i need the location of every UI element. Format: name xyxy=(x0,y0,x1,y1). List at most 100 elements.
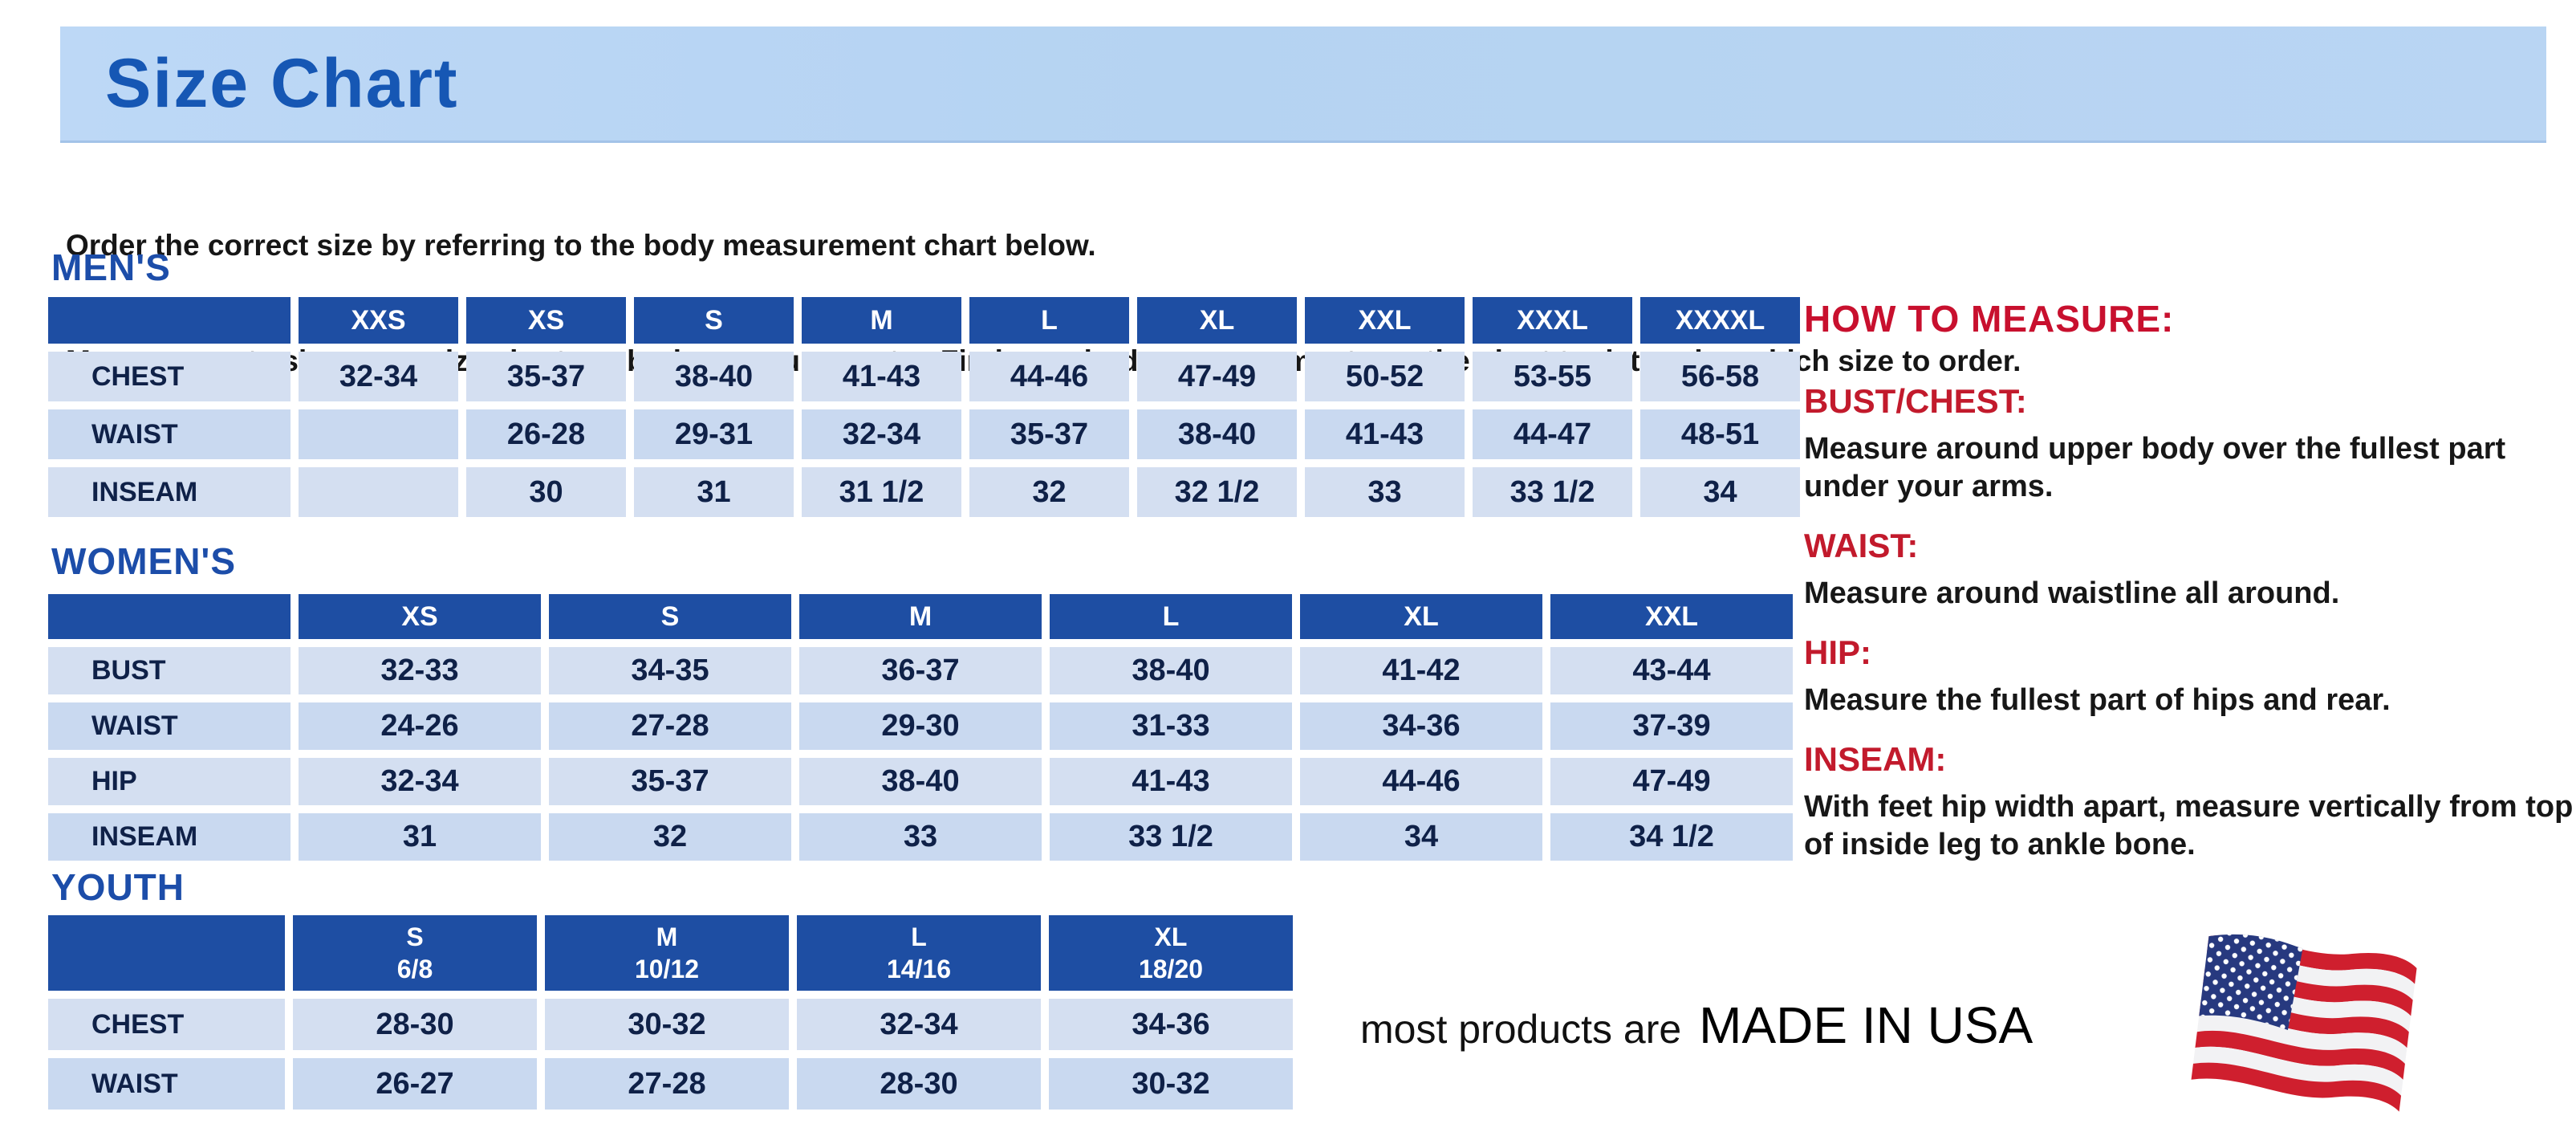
howto-item-label: INSEAM: xyxy=(1804,740,1947,778)
section-label-womens: WOMEN'S xyxy=(51,540,237,582)
howto-item-text: Measure the fullest part of hips and rea… xyxy=(1804,683,2391,717)
measurement-cell: 41-43 xyxy=(1050,758,1292,805)
table-row: CHEST 28-30 30-32 32-34 34-36 xyxy=(48,999,1293,1050)
row-label: CHEST xyxy=(48,999,285,1050)
size-column-header: XXXXL xyxy=(1640,297,1800,344)
corner-cell xyxy=(48,915,285,991)
measurement-cell: 32 xyxy=(969,467,1129,517)
measurement-cell: 26-28 xyxy=(466,409,626,459)
row-label: INSEAM xyxy=(48,813,291,861)
measurement-cell: 34 1/2 xyxy=(1550,813,1793,861)
measurement-cell: 38-40 xyxy=(799,758,1042,805)
size-header-row: S 6/8 M 10/12 L 14/16 XL 18/20 xyxy=(48,915,1293,991)
measurement-cell: 31 1/2 xyxy=(802,467,961,517)
howto-item-text: Measure around waistline all around. xyxy=(1804,576,2340,610)
youth-size-table: S 6/8 M 10/12 L 14/16 XL 18/20 CHEST 28-30 30-… xyxy=(40,907,1301,1118)
howto-item-bust-chest: BUST/CHEST: Measure around upper body ov… xyxy=(1804,382,2574,506)
measurement-cell: 34 xyxy=(1640,467,1800,517)
table-row: INSEAM 31 32 33 33 1/2 34 34 1/2 xyxy=(48,813,1793,861)
measurement-cell: 32-34 xyxy=(802,409,961,459)
measurement-cell: 33 1/2 xyxy=(1473,467,1632,517)
corner-cell xyxy=(48,297,291,344)
flag-stripe xyxy=(2191,1062,2402,1112)
measurement-cell: 44-46 xyxy=(1300,758,1542,805)
measurement-cell: 37-39 xyxy=(1550,702,1793,750)
measurement-cell: 47-49 xyxy=(1137,352,1297,401)
measurement-cell: 50-52 xyxy=(1305,352,1465,401)
size-column-header: XL 18/20 xyxy=(1049,915,1293,991)
size-column-header: S xyxy=(549,594,791,639)
section-label-mens: MEN'S xyxy=(51,246,171,288)
row-label: WAIST xyxy=(48,1058,285,1110)
measurement-cell: 34-35 xyxy=(549,647,791,694)
measurement-cell: 29-31 xyxy=(634,409,794,459)
row-label: INSEAM xyxy=(48,467,291,517)
intro-line-1: Order the correct size by referring to t… xyxy=(66,229,1096,262)
size-column-header: XL xyxy=(1137,297,1297,344)
size-column-header: XL xyxy=(1300,594,1542,639)
made-in-usa-note: most products are MADE IN USA xyxy=(1360,996,2033,1055)
row-label: WAIST xyxy=(48,702,291,750)
measurement-cell: 35-37 xyxy=(549,758,791,805)
measurement-cell: 41-43 xyxy=(802,352,961,401)
measurement-cell: 32-34 xyxy=(797,999,1041,1050)
table-row: HIP 32-34 35-37 38-40 41-43 44-46 47-49 xyxy=(48,758,1793,805)
title-banner: Size Chart xyxy=(60,26,2546,143)
measurement-cell: 41-43 xyxy=(1305,409,1465,459)
table-row: INSEAM 30 31 31 1/2 32 32 1/2 33 33 1/2 34 xyxy=(48,467,1800,517)
measurement-cell: 47-49 xyxy=(1550,758,1793,805)
measurement-cell: 31 xyxy=(299,813,541,861)
table-row: WAIST 26-27 27-28 28-30 30-32 xyxy=(48,1058,1293,1110)
measurement-cell: 29-30 xyxy=(799,702,1042,750)
howto-item-inseam: INSEAM: With feet hip width apart, measu… xyxy=(1804,740,2574,864)
measurement-cell: 35-37 xyxy=(969,409,1129,459)
measurement-cell: 28-30 xyxy=(797,1058,1041,1110)
measurement-cell: 36-37 xyxy=(799,647,1042,694)
howto-item-label: HIP: xyxy=(1804,633,1871,671)
measurement-cell: 31-33 xyxy=(1050,702,1292,750)
size-column-header: S xyxy=(634,297,794,344)
measurement-cell xyxy=(299,409,458,459)
measurement-cell: 34-36 xyxy=(1300,702,1542,750)
flag-stripe xyxy=(2192,1046,2403,1096)
measurement-cell: 44-46 xyxy=(969,352,1129,401)
howto-item-label: WAIST: xyxy=(1804,527,1919,564)
table-row: WAIST 26-28 29-31 32-34 35-37 38-40 41-43 44-47… xyxy=(48,409,1800,459)
how-to-measure-panel: HOW TO MEASURE: BUST/CHEST: Measure arou… xyxy=(1804,297,2574,885)
measurement-cell: 31 xyxy=(634,467,794,517)
measurement-cell xyxy=(299,467,458,517)
measurement-cell: 32-34 xyxy=(299,758,541,805)
flag-stripe xyxy=(2195,1031,2405,1080)
howto-item-hip: HIP: Measure the fullest part of hips an… xyxy=(1804,633,2574,719)
howto-item-text: With feet hip width apart, measure verti… xyxy=(1804,790,2574,861)
measurement-cell: 41-42 xyxy=(1300,647,1542,694)
measurement-cell: 24-26 xyxy=(299,702,541,750)
measurement-cell: 32-34 xyxy=(299,352,458,401)
size-column-header: M 10/12 xyxy=(545,915,789,991)
measurement-cell: 30-32 xyxy=(1049,1058,1293,1110)
measurement-cell: 30-32 xyxy=(545,999,789,1050)
measurement-cell: 33 xyxy=(1305,467,1465,517)
us-flag-icon xyxy=(2167,923,2424,1124)
measurement-cell: 27-28 xyxy=(545,1058,789,1110)
measurement-cell: 35-37 xyxy=(466,352,626,401)
size-column-header: L xyxy=(1050,594,1292,639)
howto-item-label: BUST/CHEST: xyxy=(1804,382,2027,420)
size-column-header: S 6/8 xyxy=(293,915,537,991)
measurement-cell: 27-28 xyxy=(549,702,791,750)
made-in-usa-prefix: most products are xyxy=(1360,1007,1682,1052)
measurement-cell: 38-40 xyxy=(1137,409,1297,459)
table-row: BUST 32-33 34-35 36-37 38-40 41-42 43-44 xyxy=(48,647,1793,694)
size-column-header: XXS xyxy=(299,297,458,344)
row-label: WAIST xyxy=(48,409,291,459)
howto-item-text: Measure around upper body over the fulle… xyxy=(1804,432,2506,503)
flag-stripe xyxy=(2196,1015,2407,1065)
measurement-cell: 30 xyxy=(466,467,626,517)
measurement-cell: 38-40 xyxy=(634,352,794,401)
measurement-cell: 28-30 xyxy=(293,999,537,1050)
mens-size-table: XXS XS S M L XL XXL XXXL XXXXL CHEST 32-34 35-37 38-… xyxy=(40,289,1808,525)
womens-size-table: XS S M L XL XXL BUST 32-33 34-35 36-37 38-40 41-42 4… xyxy=(40,586,1801,869)
size-column-header: XXL xyxy=(1305,297,1465,344)
row-label: BUST xyxy=(48,647,291,694)
